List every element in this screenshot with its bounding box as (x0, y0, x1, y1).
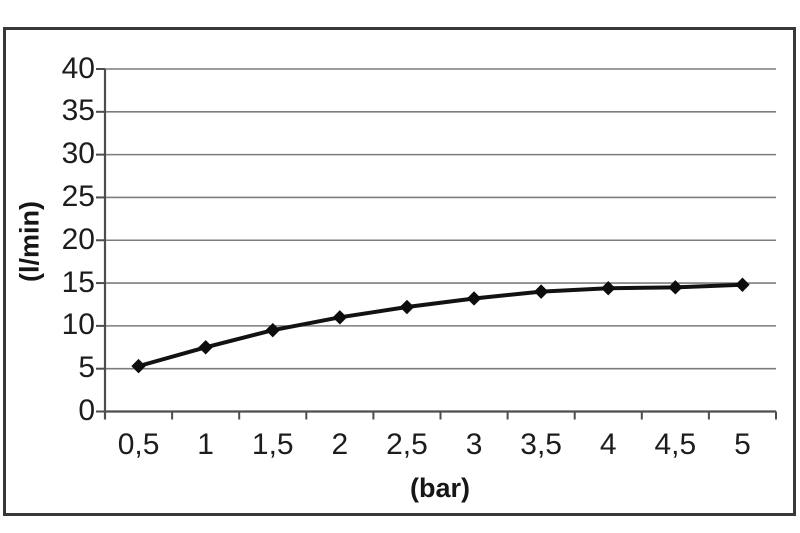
y-tick-label: 0 (78, 394, 95, 427)
y-tick-label: 30 (61, 137, 95, 171)
data-line (136, 282, 745, 369)
x-tick-label: 5 (734, 428, 751, 461)
x-tick-label: 3 (465, 428, 483, 461)
x-tick-label: 3,5 (520, 428, 562, 461)
data-point-marker (265, 322, 280, 338)
y-axis-title: (l/min) (14, 201, 45, 282)
data-point-marker (332, 310, 348, 325)
y-tick-label: 5 (78, 351, 95, 385)
x-tick-label: 0,5 (117, 428, 160, 461)
data-point-marker (198, 340, 213, 355)
x-axis-title: (bar) (410, 473, 470, 503)
x-tick-label: 1 (197, 428, 214, 461)
x-tick-label: 4,5 (654, 428, 697, 461)
data-point-marker (466, 291, 482, 306)
data-point-marker (601, 280, 616, 296)
x-tick-label: 2,5 (386, 428, 428, 461)
y-tick-label: 35 (61, 94, 95, 128)
chart-frame (3, 27, 796, 516)
data-point-marker (668, 280, 683, 295)
y-tick-label: 10 (61, 308, 95, 342)
data-point-marker (533, 284, 549, 299)
data-point-marker (131, 358, 146, 374)
data-point-marker (399, 299, 415, 315)
data-point-marker (735, 277, 750, 292)
y-tick-label: 40 (61, 51, 95, 85)
y-tick-label: 20 (61, 222, 95, 256)
y-tick-label: 15 (61, 265, 95, 299)
x-tick-label: 2 (331, 428, 349, 461)
x-tick-label: 1,5 (251, 428, 294, 461)
x-tick-label: 4 (599, 428, 617, 461)
y-tick-label: 25 (61, 179, 95, 213)
